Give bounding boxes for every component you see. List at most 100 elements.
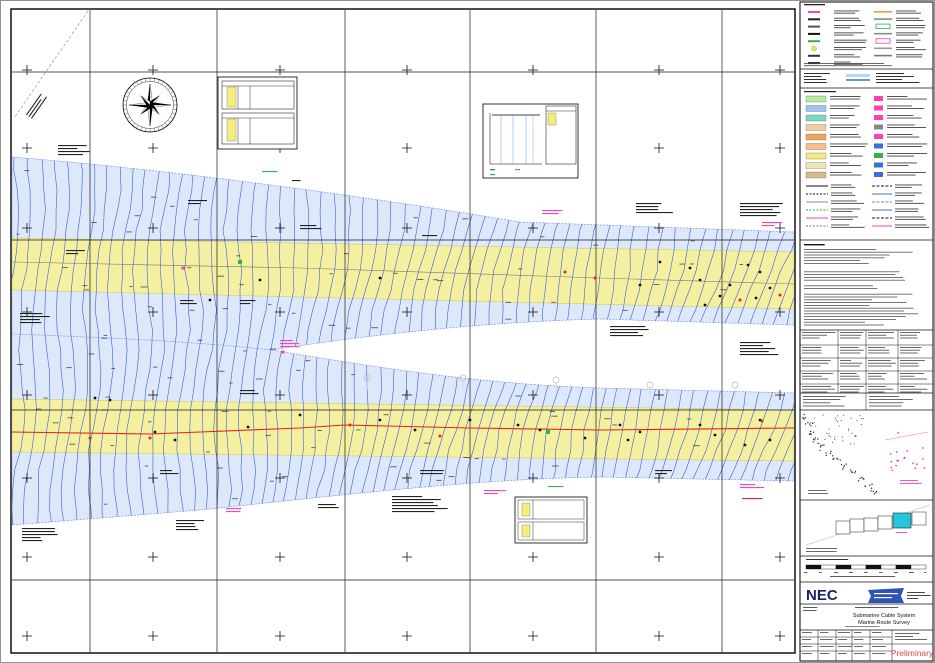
location-point-red (903, 456, 906, 459)
graticule-cross (402, 552, 412, 562)
depth-contour (777, 157, 794, 525)
text-line (636, 212, 673, 214)
text-line (869, 396, 900, 397)
text-line (872, 646, 886, 647)
location-point (814, 437, 816, 439)
depth-contour (765, 157, 794, 525)
compass-tick (161, 81, 164, 85)
text-line (226, 508, 242, 510)
depth-sounding (150, 196, 157, 198)
text-line (803, 399, 841, 400)
target-point (413, 428, 417, 432)
text-line (280, 346, 300, 348)
text-line (838, 646, 852, 647)
legend-symbol (874, 162, 883, 168)
legend-symbol (808, 40, 820, 43)
text-line (803, 396, 846, 397)
location-point-red (889, 453, 892, 455)
text-line (868, 375, 882, 377)
target-point-red (148, 436, 152, 440)
text-line (804, 76, 822, 77)
text-line (831, 224, 850, 226)
location-point (803, 417, 805, 419)
location-point (843, 466, 845, 468)
key-plan-sheet (835, 520, 851, 535)
location-point (819, 449, 821, 452)
depth-sounding (193, 219, 198, 221)
depth-contour (256, 157, 288, 525)
depth-contour (37, 157, 58, 525)
graticule-cross (22, 143, 32, 153)
text-line (834, 49, 862, 51)
depth-sounding (329, 273, 333, 275)
key-plan-current-sheet (892, 512, 912, 529)
target-point (583, 436, 587, 440)
text-line (895, 210, 918, 212)
text-line (830, 105, 860, 107)
text-line (900, 362, 919, 364)
legend-symbol (874, 172, 883, 177)
depth-contour (162, 157, 186, 525)
depth-sounding (197, 339, 203, 341)
text-line (830, 124, 860, 126)
target-point-green (238, 260, 242, 264)
text-line (900, 349, 920, 351)
text-line (830, 127, 857, 128)
text-line (830, 96, 861, 97)
target-point (638, 283, 642, 287)
location-point (815, 425, 817, 427)
ribbon-logo-icon (868, 588, 904, 603)
compass-tick (167, 87, 171, 91)
text-line (58, 148, 78, 150)
text-line (20, 316, 50, 318)
depth-sounding (549, 411, 555, 412)
location-point (817, 438, 819, 440)
text-line (804, 313, 919, 315)
depth-sounding (24, 170, 30, 172)
text-line (896, 12, 921, 14)
text-line (896, 47, 915, 48)
location-point (810, 425, 812, 427)
depth-contour (308, 157, 354, 525)
target-point-red (593, 276, 597, 280)
depth-sounding (189, 309, 195, 311)
text-line (802, 373, 833, 374)
text-line (868, 373, 887, 374)
text-line (392, 511, 435, 513)
text-line (806, 551, 837, 552)
graticule-crosses (22, 65, 785, 641)
text-line (840, 334, 862, 336)
location-point (810, 433, 812, 435)
text-line (22, 540, 43, 542)
graticule-cross (275, 390, 285, 400)
text-line (838, 632, 850, 633)
location-point (825, 454, 827, 456)
text-line (900, 352, 918, 354)
text-line (830, 146, 866, 147)
text-line (802, 391, 828, 393)
text-line (804, 285, 874, 287)
compass-tick (172, 112, 176, 115)
client-logo: NEC (806, 587, 838, 604)
location-point (813, 422, 815, 424)
target-point (658, 260, 662, 264)
legend-swatch (805, 95, 827, 103)
location-point (854, 436, 856, 437)
text-line (887, 134, 913, 135)
text-line (740, 215, 777, 217)
text-line (802, 334, 827, 336)
compass-tick (136, 81, 139, 85)
text-line (896, 56, 923, 58)
location-point-red (895, 464, 897, 467)
location-point (817, 443, 819, 445)
text-line (868, 349, 890, 351)
text-line (240, 300, 256, 302)
depth-sounding (243, 350, 247, 352)
compass-tick (132, 84, 136, 88)
location-point (804, 417, 807, 419)
compass-tick (173, 100, 177, 102)
text-line (176, 523, 195, 525)
graticule-cross (275, 473, 285, 483)
depth-contour (276, 157, 312, 525)
